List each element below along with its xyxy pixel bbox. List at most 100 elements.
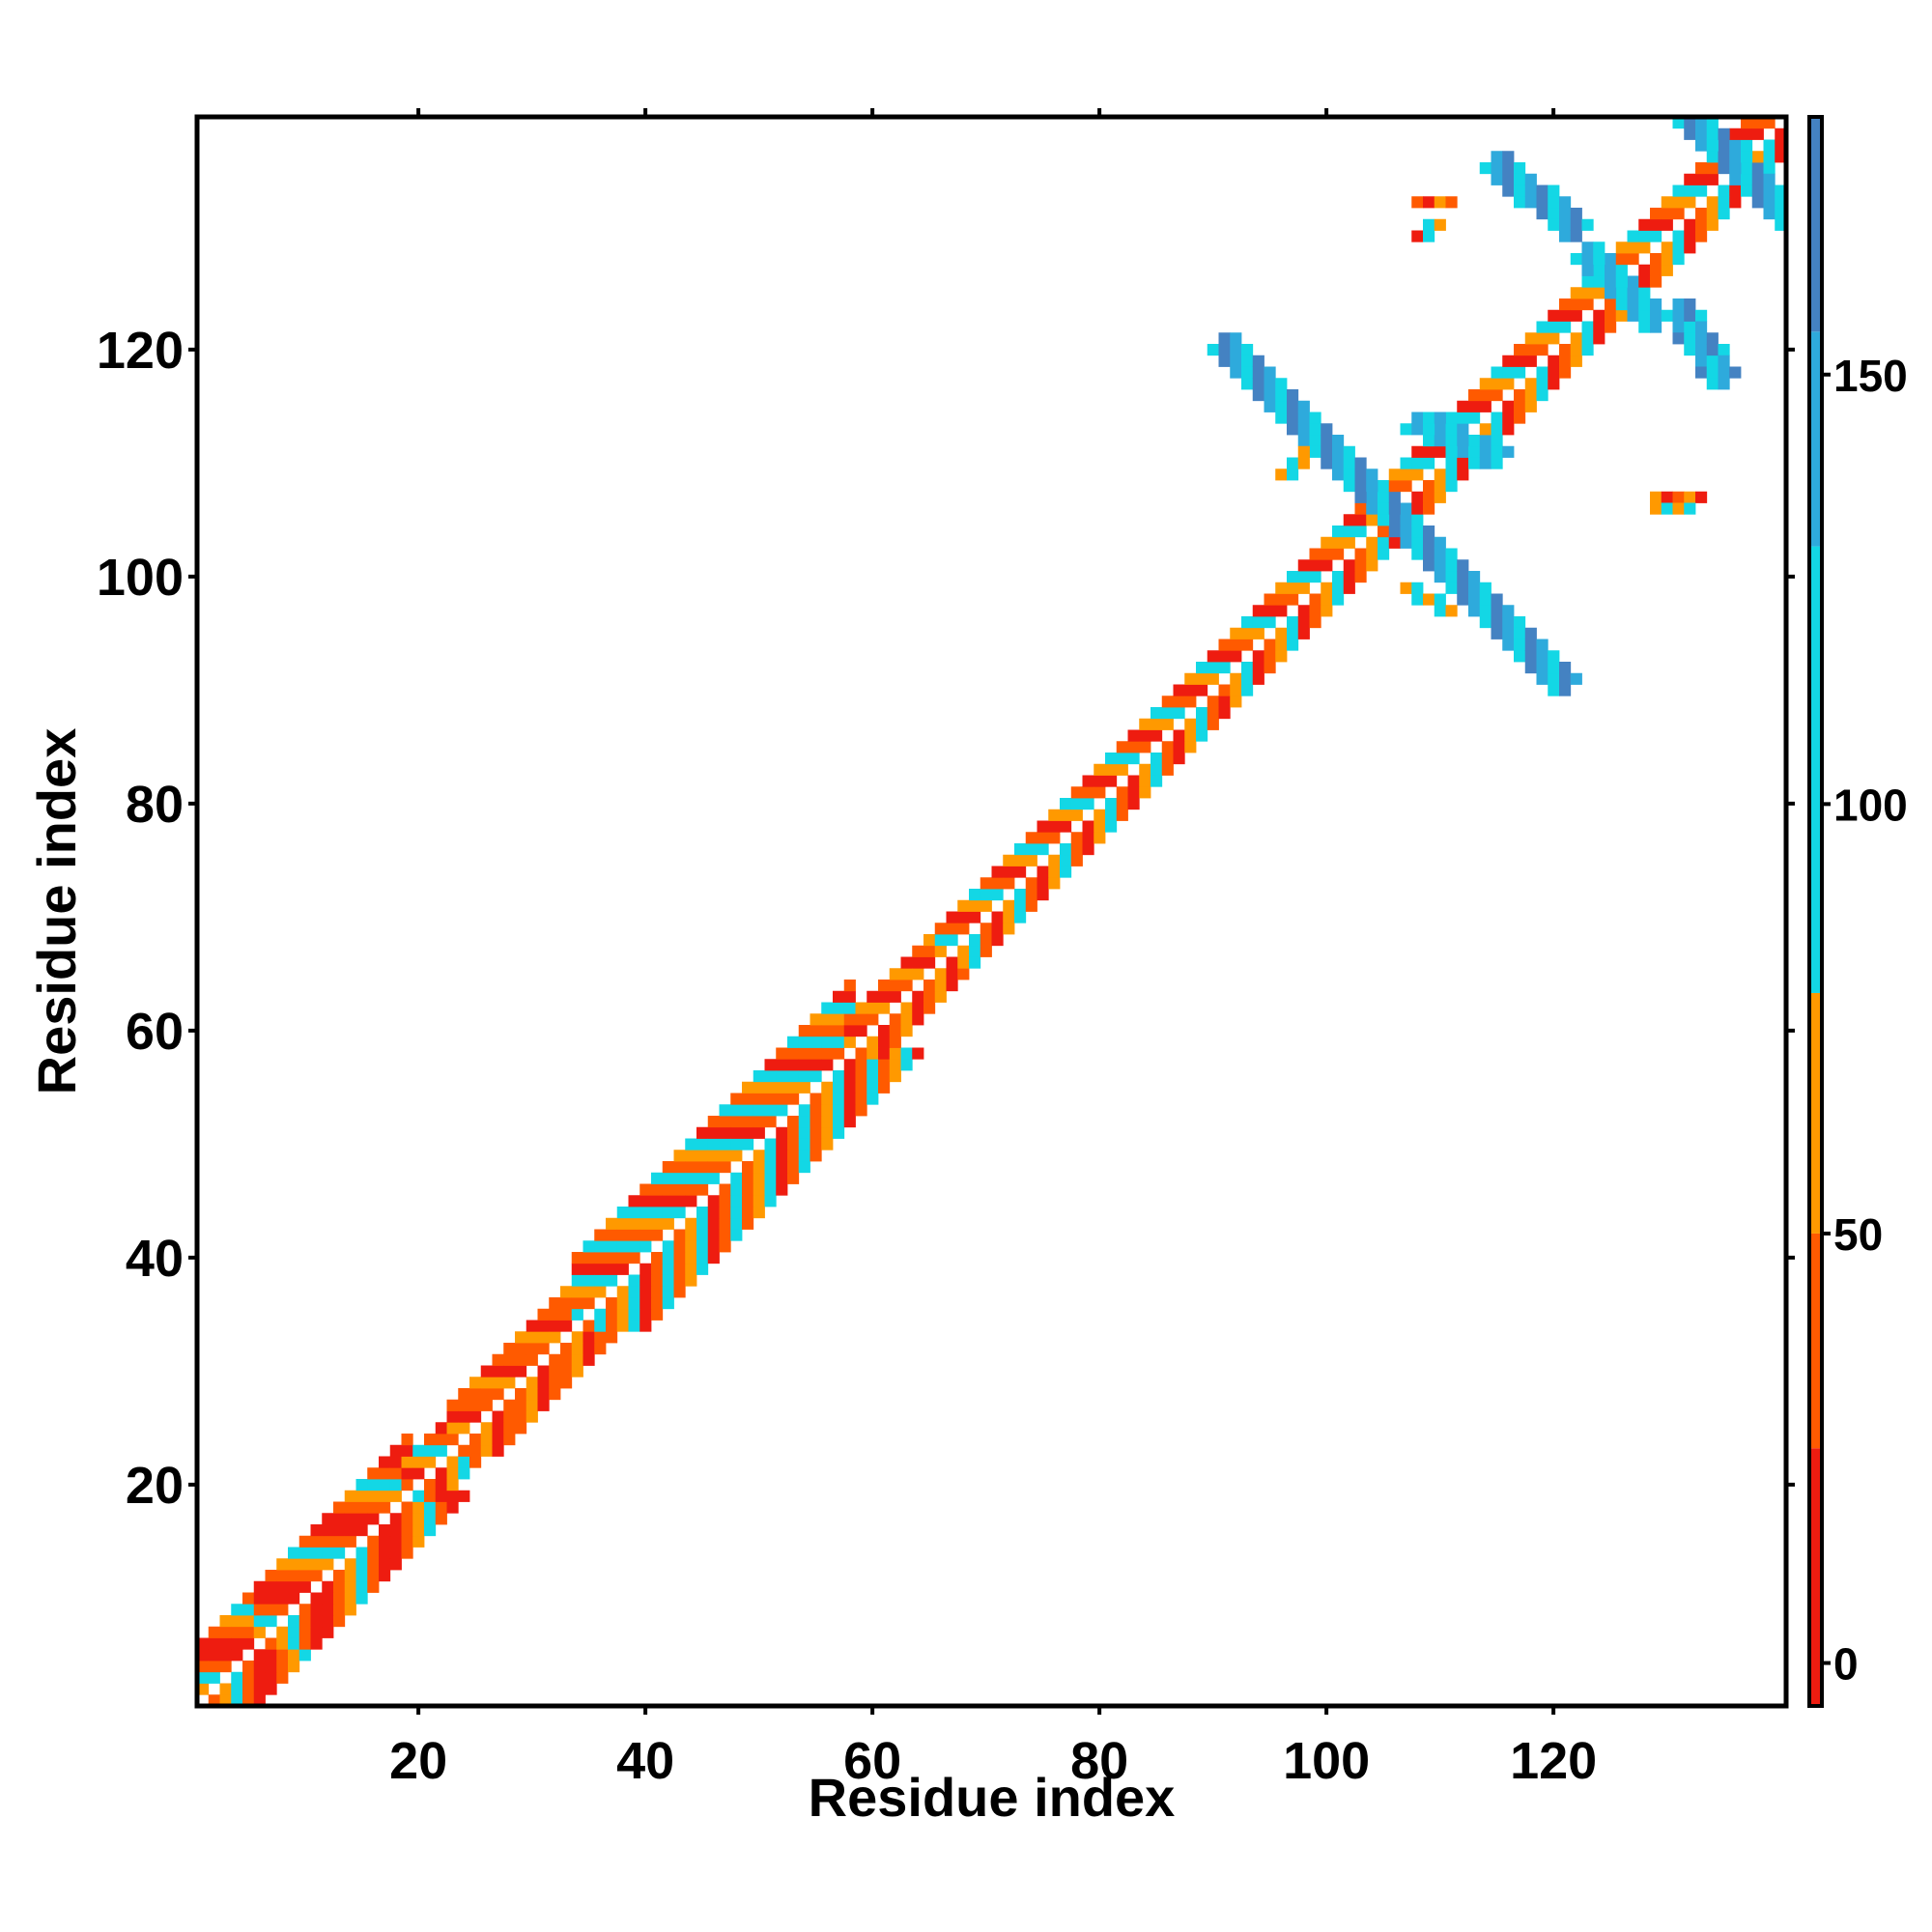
heatmap-cell bbox=[753, 1070, 765, 1083]
heatmap-cell bbox=[1491, 173, 1503, 185]
heatmap-cell bbox=[1491, 389, 1503, 402]
heatmap-cell bbox=[651, 1229, 664, 1241]
heatmap-cell bbox=[798, 1059, 810, 1071]
heatmap-cell bbox=[821, 1059, 834, 1071]
heatmap-cell bbox=[1332, 445, 1345, 458]
heatmap-cell bbox=[1378, 548, 1390, 560]
heatmap-cell bbox=[1378, 502, 1390, 515]
heatmap-cell bbox=[1161, 707, 1174, 720]
heatmap-cell bbox=[855, 1059, 867, 1071]
heatmap-cell bbox=[458, 1399, 470, 1411]
heatmap-cell bbox=[1423, 559, 1435, 572]
heatmap-cell bbox=[1116, 798, 1128, 810]
heatmap-cell bbox=[1264, 593, 1276, 606]
heatmap-cell bbox=[469, 1456, 482, 1468]
heatmap-cell bbox=[696, 1207, 709, 1219]
heatmap-cell bbox=[787, 1150, 800, 1162]
heatmap-cell bbox=[1695, 218, 1708, 231]
heatmap-cell bbox=[707, 1252, 720, 1264]
heatmap-cell bbox=[1695, 355, 1708, 367]
heatmap-cell bbox=[1468, 435, 1481, 447]
heatmap-cell bbox=[310, 1626, 323, 1638]
colorbar-band bbox=[1809, 992, 1822, 1234]
heatmap-cell bbox=[946, 934, 958, 947]
heatmap-cell bbox=[673, 1286, 686, 1298]
heatmap-cell bbox=[685, 1229, 697, 1241]
heatmap-cell bbox=[742, 1172, 754, 1184]
heatmap-cell bbox=[1184, 684, 1197, 696]
heatmap-cell bbox=[344, 1490, 356, 1502]
heatmap-cell bbox=[1706, 344, 1719, 356]
heatmap-cell bbox=[1196, 672, 1208, 685]
heatmap-cell bbox=[651, 1263, 664, 1275]
heatmap-cell bbox=[969, 945, 981, 957]
heatmap-cell bbox=[231, 1637, 243, 1650]
heatmap-cell bbox=[753, 1116, 765, 1128]
heatmap-cell bbox=[582, 1331, 595, 1344]
heatmap-cell bbox=[833, 1013, 845, 1026]
heatmap-cell bbox=[833, 1093, 845, 1105]
heatmap-cell bbox=[1536, 344, 1548, 356]
heatmap-cell bbox=[594, 1286, 607, 1298]
heatmap-cell bbox=[1536, 639, 1548, 651]
heatmap-cell bbox=[1321, 582, 1333, 594]
heatmap-cell bbox=[389, 1444, 402, 1457]
heatmap-cell bbox=[957, 899, 970, 912]
heatmap-cell bbox=[571, 1263, 583, 1275]
heatmap-cell bbox=[1445, 196, 1458, 209]
heatmap-cell bbox=[1378, 514, 1390, 526]
heatmap-cell bbox=[764, 1104, 777, 1117]
heatmap-cell bbox=[1570, 218, 1582, 231]
heatmap-cell bbox=[526, 1399, 538, 1411]
heatmap-cell bbox=[1502, 366, 1515, 379]
heatmap-cell bbox=[1366, 559, 1378, 572]
heatmap-cell bbox=[867, 1070, 879, 1083]
heatmap-cell bbox=[333, 1615, 346, 1628]
heatmap-cell bbox=[1684, 185, 1696, 197]
heatmap-cell bbox=[1411, 548, 1424, 560]
heatmap-cell bbox=[867, 1002, 879, 1014]
heatmap-cell bbox=[1559, 208, 1572, 220]
heatmap-cell bbox=[1502, 185, 1515, 197]
heatmap-cell bbox=[1434, 593, 1446, 606]
heatmap-cell bbox=[764, 1059, 777, 1071]
heatmap-cell bbox=[1718, 366, 1730, 379]
heatmap-cell bbox=[219, 1637, 232, 1650]
heatmap-cell bbox=[1684, 344, 1696, 356]
heatmap-cell bbox=[253, 1626, 266, 1638]
heatmap-cell bbox=[1287, 469, 1299, 481]
heatmap-cell bbox=[265, 1580, 277, 1593]
heatmap-cell bbox=[912, 956, 924, 969]
heatmap-cell bbox=[1491, 616, 1503, 629]
heatmap-cell bbox=[1434, 445, 1446, 458]
heatmap-cell bbox=[764, 1138, 777, 1151]
heatmap-cell bbox=[1275, 593, 1288, 606]
heatmap-cell bbox=[265, 1683, 277, 1695]
heatmap-cell bbox=[322, 1535, 334, 1548]
heatmap-cell bbox=[1741, 128, 1753, 140]
heatmap-cell bbox=[1321, 445, 1333, 458]
heatmap-cell bbox=[742, 1138, 754, 1151]
heatmap-cell bbox=[333, 1547, 346, 1559]
heatmap-cell bbox=[1354, 480, 1367, 493]
heatmap-cell bbox=[1173, 741, 1185, 753]
heatmap-cell bbox=[571, 1286, 583, 1298]
heatmap-cell bbox=[810, 1126, 822, 1139]
heatmap-cell bbox=[1366, 548, 1378, 560]
heatmap-cell bbox=[1684, 242, 1696, 254]
heatmap-cell bbox=[1218, 355, 1231, 367]
heatmap-cell bbox=[1003, 877, 1015, 890]
heatmap-cell bbox=[753, 1207, 765, 1219]
heatmap-cell bbox=[549, 1388, 561, 1401]
heatmap-cell bbox=[276, 1649, 289, 1662]
heatmap-cell bbox=[662, 1263, 674, 1275]
heatmap-cell bbox=[787, 1059, 800, 1071]
heatmap-cell bbox=[298, 1535, 311, 1548]
heatmap-cell bbox=[946, 956, 958, 969]
heatmap-cell bbox=[730, 1093, 743, 1105]
heatmap-cell bbox=[1775, 151, 1787, 163]
heatmap-cell bbox=[1672, 298, 1685, 311]
heatmap-cell bbox=[1354, 571, 1367, 583]
heatmap-cell bbox=[197, 1661, 210, 1673]
heatmap-cell bbox=[1173, 684, 1185, 696]
